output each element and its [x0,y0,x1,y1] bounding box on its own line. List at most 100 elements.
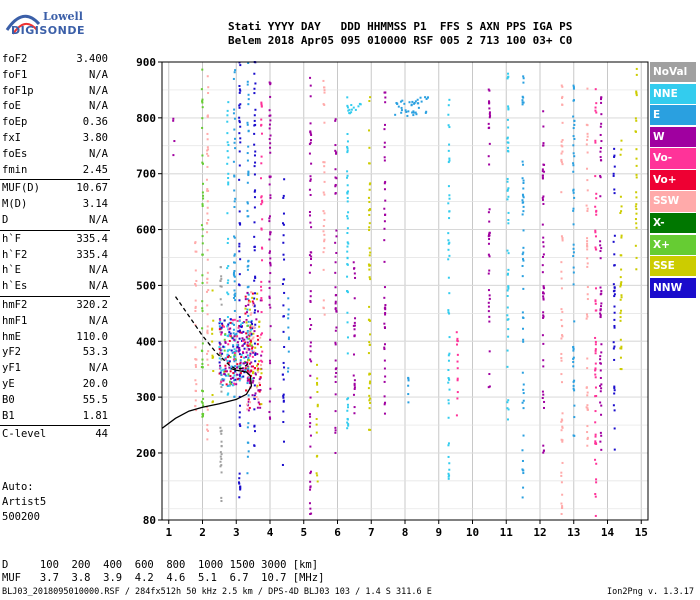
echo-point [261,199,264,202]
echo-point [229,382,232,385]
echo-point [268,127,271,130]
echo-point [282,223,285,226]
param-row: h`E N/A [0,263,112,279]
echo-point [572,135,575,138]
param-label: fmin [2,163,28,176]
echo-point [595,111,598,114]
echo-point [561,95,564,98]
echo-point [346,421,349,424]
echo-point [522,181,525,184]
echo-point [253,132,256,135]
echo-point [346,245,349,248]
echo-point [599,250,602,253]
echo-point [232,328,235,331]
echo-point [586,436,589,439]
echo-point [635,73,638,76]
echo-point [383,348,386,351]
echo-point [233,379,236,382]
echo-point [242,330,245,333]
echo-point [586,151,589,154]
echo-point [316,363,319,366]
echo-point [619,276,622,279]
echo-point [249,343,252,346]
param-value: 335.4 [76,248,108,261]
echo-point [506,407,509,410]
echo-point [228,339,231,342]
echo-point [219,320,222,323]
echo-point [560,420,563,423]
echo-point [368,428,371,431]
echo-point [369,380,372,383]
echo-point [521,103,524,106]
echo-point [572,255,575,258]
param-label: foF1p [2,84,34,97]
echo-point [600,383,603,386]
echo-point [322,79,325,82]
echo-point [268,287,271,290]
echo-point [352,353,355,356]
echo-point [226,393,229,396]
echo-point [322,191,325,194]
echo-point [282,212,285,215]
echo-point [600,113,603,116]
echo-point [194,242,197,245]
echo-point [586,132,589,135]
echo-point [254,360,257,363]
echo-point [253,368,256,371]
echo-point [246,265,249,268]
echo-point [542,163,545,166]
echo-point [287,338,290,341]
echo-point [252,377,255,380]
echo-point [506,314,509,317]
echo-point [447,232,450,235]
echo-point [247,409,250,412]
echo-point [447,242,450,245]
echo-point [235,383,238,386]
echo-point [600,247,603,250]
echo-point [506,418,509,421]
echo-point [238,150,241,153]
echo-point [246,371,249,374]
echo-point [256,292,259,295]
echo-point [400,106,403,109]
echo-point [357,105,360,108]
echo-point [522,77,525,80]
echo-point [253,245,256,248]
echo-point [322,103,325,106]
echo-point [542,202,545,205]
echo-point [619,338,622,341]
echo-point [600,140,603,143]
echo-point [207,219,210,222]
echo-point [346,217,349,220]
echo-point [252,370,255,373]
echo-point [195,279,198,282]
echo-point [368,162,371,165]
echo-point [211,332,214,335]
echo-point [399,100,402,103]
echo-point [541,174,544,177]
logo-mark-icon [5,14,41,35]
echo-point [237,283,240,286]
echo-point [241,350,244,353]
echo-point [246,472,249,475]
echo-point [282,234,285,237]
param-value: N/A [89,147,108,160]
echo-point [572,188,575,191]
echo-point [368,226,371,229]
echo-point [572,87,575,90]
echo-point [613,326,616,329]
param-label: B0 [2,393,15,406]
echo-point [239,487,242,490]
echo-point [219,298,222,301]
echo-point [257,389,260,392]
echo-point [269,146,272,149]
echo-point [247,314,250,317]
echo-point [238,316,241,319]
echo-point [613,448,616,451]
param-row: B1 1.81 [0,409,112,425]
echo-point [541,264,544,267]
echo-point [368,373,371,376]
echo-point [211,340,214,343]
param-value: N/A [89,84,108,97]
legend-item-vo-: Vo- [650,148,696,169]
